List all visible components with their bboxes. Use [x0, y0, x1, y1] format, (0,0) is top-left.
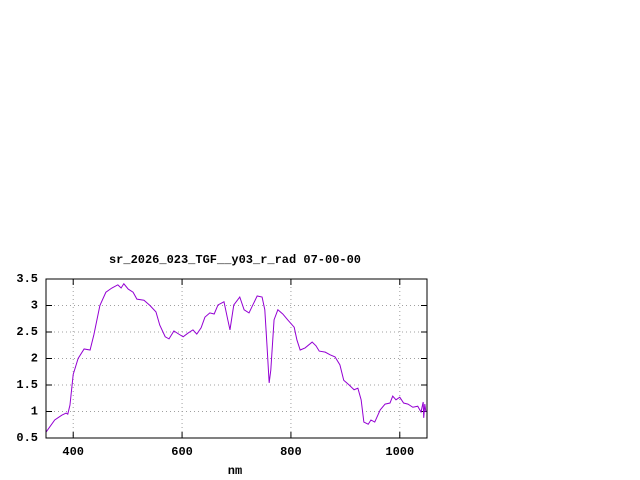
y-tick-label: 1.5	[16, 378, 38, 392]
x-tick-label: 800	[280, 445, 302, 459]
data-line	[45, 282, 427, 433]
x-axis-label: nm	[228, 464, 242, 478]
plot-area: 0.5 1 1.5 2 2.5 3 3.5 400 600 800 1000	[16, 272, 427, 459]
plot-border	[45, 278, 428, 439]
x-tick-label: 600	[171, 445, 193, 459]
x-tick-label: 1000	[385, 445, 414, 459]
y-tick-label: 2	[31, 352, 38, 366]
chart-title: sr_2026_023_TGF__y03_r_rad 07-00-00	[109, 253, 361, 267]
y-tick-label: 0.5	[16, 431, 38, 445]
y-tick-label: 1	[31, 405, 38, 419]
y-tick-label: 3	[31, 299, 38, 313]
x-tick-label: 400	[62, 445, 84, 459]
y-tick-label: 3.5	[16, 272, 38, 286]
y-tick-label: 2.5	[16, 325, 38, 339]
